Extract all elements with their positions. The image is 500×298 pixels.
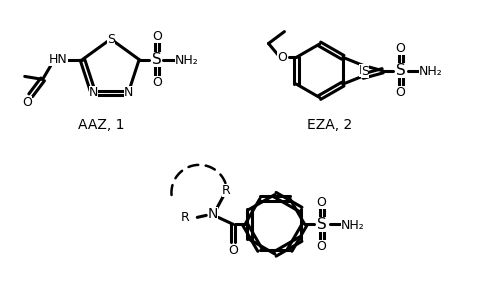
Text: N: N — [124, 86, 133, 99]
Text: AAZ, 1: AAZ, 1 — [78, 118, 124, 132]
Text: O: O — [278, 51, 287, 64]
Text: O: O — [152, 30, 162, 43]
Text: O: O — [316, 196, 326, 209]
Text: O: O — [22, 96, 32, 109]
Text: S: S — [360, 65, 368, 78]
Text: O: O — [228, 243, 238, 257]
Text: R: R — [180, 211, 190, 224]
Text: HN: HN — [49, 53, 68, 66]
Text: O: O — [396, 86, 406, 99]
Text: S: S — [152, 52, 162, 67]
Text: R: R — [222, 184, 230, 197]
Text: S: S — [107, 32, 115, 46]
Text: N: N — [88, 86, 98, 99]
Text: NH₂: NH₂ — [418, 65, 442, 78]
Text: NH₂: NH₂ — [340, 219, 364, 232]
Text: N: N — [208, 207, 218, 221]
Text: O: O — [316, 240, 326, 253]
Text: NH₂: NH₂ — [175, 54, 199, 67]
Text: N: N — [359, 64, 368, 77]
Text: O: O — [152, 76, 162, 89]
Text: EZA, 2: EZA, 2 — [307, 118, 352, 132]
Text: S: S — [396, 63, 406, 78]
Text: S: S — [316, 217, 326, 232]
Text: O: O — [396, 42, 406, 55]
